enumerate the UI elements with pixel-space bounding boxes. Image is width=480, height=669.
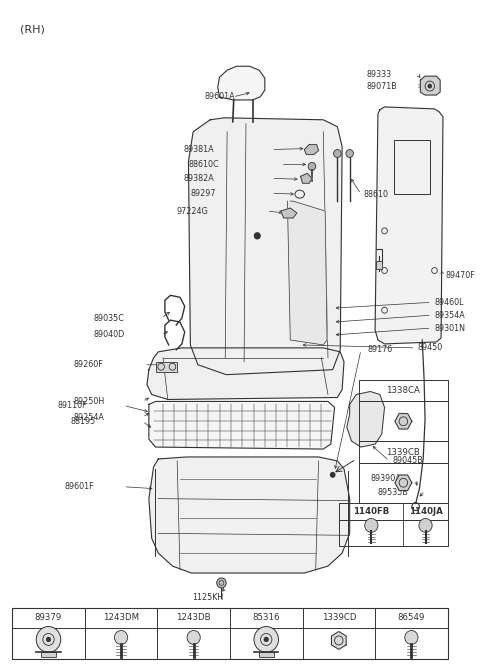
Text: 1243DB: 1243DB (176, 613, 211, 622)
Circle shape (114, 630, 128, 644)
Circle shape (264, 637, 269, 642)
Text: 89450: 89450 (418, 343, 443, 353)
Bar (394, 140, 430, 194)
Text: 1140FB: 1140FB (353, 507, 389, 516)
Polygon shape (332, 632, 346, 650)
Text: 88610: 88610 (364, 190, 389, 199)
Bar (41, 652, 56, 658)
Text: 89382A: 89382A (183, 174, 214, 183)
Text: 86549: 86549 (398, 613, 425, 622)
Text: 89040D: 89040D (93, 330, 124, 339)
Circle shape (36, 627, 61, 652)
Bar (12, 607, 448, 659)
Circle shape (46, 637, 51, 642)
Text: 89333: 89333 (367, 70, 392, 79)
Text: 89381A: 89381A (183, 145, 214, 154)
Polygon shape (149, 457, 349, 573)
Text: 1339CD: 1339CD (322, 613, 356, 622)
Text: 89045B: 89045B (392, 456, 423, 466)
Polygon shape (288, 201, 327, 345)
Polygon shape (347, 391, 384, 447)
Polygon shape (395, 413, 412, 429)
Bar (359, 401, 448, 441)
Text: 1339CB: 1339CB (386, 448, 420, 456)
Text: 89535B: 89535B (378, 488, 409, 497)
Text: 89301N: 89301N (434, 324, 466, 332)
Polygon shape (375, 107, 443, 344)
Text: 89297: 89297 (190, 189, 216, 197)
Text: 89250H: 89250H (73, 397, 105, 406)
Circle shape (217, 578, 226, 588)
Text: 89354A: 89354A (434, 310, 465, 320)
Circle shape (254, 627, 278, 652)
Bar (156, 362, 177, 372)
Polygon shape (147, 348, 344, 399)
Text: 89035C: 89035C (93, 314, 124, 322)
Text: 85316: 85316 (252, 613, 280, 622)
Text: 89176: 89176 (368, 345, 393, 355)
Text: 89470F: 89470F (446, 271, 476, 280)
Text: 88195: 88195 (71, 417, 96, 425)
Polygon shape (420, 76, 440, 95)
Text: 97224G: 97224G (177, 207, 208, 215)
Circle shape (187, 630, 200, 644)
Bar (376, 261, 382, 268)
Bar (259, 652, 274, 658)
Text: 89601F: 89601F (64, 482, 94, 491)
Text: 89601A: 89601A (205, 92, 236, 102)
Circle shape (308, 163, 316, 171)
Text: 88610C: 88610C (189, 160, 219, 169)
Text: 89254A: 89254A (73, 413, 104, 422)
Polygon shape (189, 118, 342, 375)
Circle shape (346, 150, 353, 157)
Bar (359, 463, 448, 502)
Circle shape (254, 233, 260, 239)
Circle shape (330, 472, 336, 478)
Circle shape (365, 518, 378, 533)
Text: 1338CA: 1338CA (386, 386, 420, 395)
Text: 89379: 89379 (35, 613, 62, 622)
Bar (339, 502, 448, 520)
Bar (359, 441, 448, 463)
Polygon shape (218, 66, 265, 100)
Bar (359, 379, 448, 401)
Text: 89260F: 89260F (73, 360, 103, 369)
Circle shape (428, 84, 432, 88)
Text: 1140JA: 1140JA (408, 507, 443, 516)
Text: (RH): (RH) (20, 25, 45, 35)
Bar (339, 520, 448, 546)
Polygon shape (395, 475, 412, 490)
Text: 89071B: 89071B (367, 82, 397, 90)
Circle shape (419, 518, 432, 533)
Polygon shape (304, 145, 319, 155)
Text: 89110F: 89110F (58, 401, 87, 410)
Text: 89390A: 89390A (371, 474, 401, 483)
Text: 89460L: 89460L (434, 298, 464, 307)
Text: 1125KH: 1125KH (192, 593, 224, 602)
Polygon shape (149, 401, 335, 449)
Polygon shape (300, 173, 312, 183)
Polygon shape (281, 208, 297, 218)
Circle shape (334, 150, 341, 157)
Circle shape (405, 630, 418, 644)
Text: 1243DM: 1243DM (103, 613, 139, 622)
